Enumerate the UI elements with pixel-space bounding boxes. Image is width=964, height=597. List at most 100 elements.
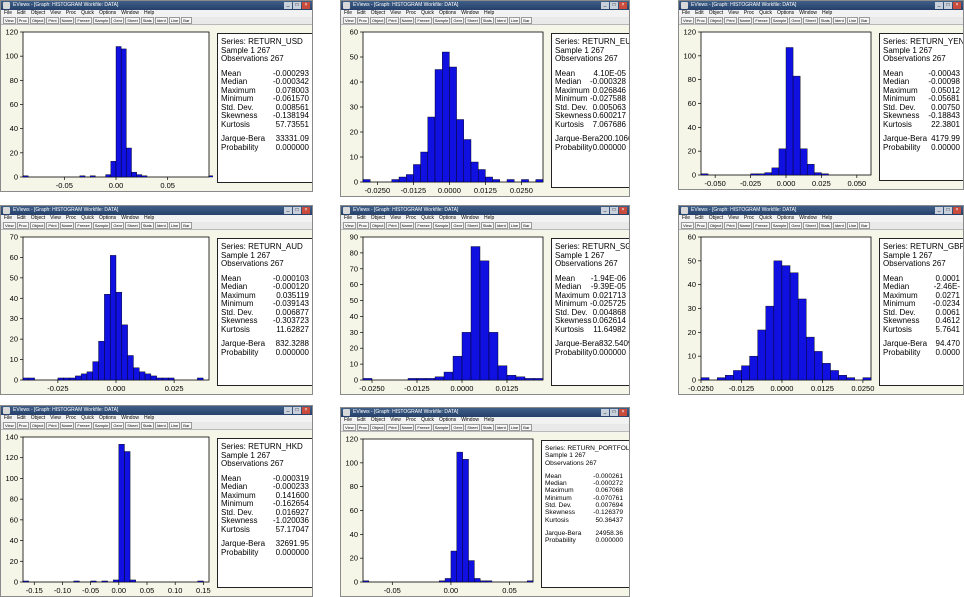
menu-item-window[interactable]: Window (799, 215, 817, 221)
toolbar-button-object[interactable]: Object (29, 422, 46, 429)
toolbar-button-object[interactable]: Object (707, 17, 724, 24)
menu-item-object[interactable]: Object (370, 215, 386, 221)
menu-item-help[interactable]: Help (483, 215, 495, 221)
maximize-button[interactable]: □ (293, 2, 301, 9)
toolbar-button-name[interactable]: Name (59, 422, 75, 429)
menu-item-window[interactable]: Window (121, 215, 139, 221)
menu-item-proc[interactable]: Proc (405, 215, 417, 221)
menu-item-window[interactable]: Window (461, 215, 479, 221)
toolbar-button-genr[interactable]: Genr (111, 422, 125, 429)
menu-item-proc[interactable]: Proc (65, 415, 77, 421)
toolbar-button-view[interactable]: View (3, 222, 16, 229)
toolbar-button-freeze[interactable]: Freeze (75, 422, 92, 429)
toolbar-button-object[interactable]: Object (707, 222, 724, 229)
menu-item-file[interactable]: File (682, 10, 691, 16)
menu-item-edit[interactable]: Edit (17, 10, 26, 16)
menu-item-quick[interactable]: Quick (759, 10, 772, 16)
menu-item-help[interactable]: Help (143, 415, 155, 421)
toolbar-button-bar[interactable]: Bar (521, 17, 532, 24)
minimize-button[interactable]: _ (284, 207, 292, 214)
menu-item-quick[interactable]: Quick (81, 415, 94, 421)
menu-item-options[interactable]: Options (98, 215, 117, 221)
menu-item-file[interactable]: File (4, 10, 13, 16)
toolbar-button-line[interactable]: Line (508, 424, 521, 431)
toolbar-button-name[interactable]: Name (737, 17, 753, 24)
toolbar-button-line[interactable]: Line (168, 17, 181, 24)
menu-item-file[interactable]: File (344, 10, 353, 16)
toolbar-button-print[interactable]: Print (724, 222, 737, 229)
toolbar-button-name[interactable]: Name (399, 222, 415, 229)
toolbar-button-sheet[interactable]: Sheet (803, 17, 818, 24)
toolbar-button-ident[interactable]: Ident (494, 424, 508, 431)
menu-item-proc[interactable]: Proc (65, 215, 77, 221)
menu-item-object[interactable]: Object (30, 215, 46, 221)
toolbar-button-print[interactable]: Print (46, 17, 59, 24)
maximize-button[interactable]: □ (610, 2, 618, 9)
menu-item-view[interactable]: View (50, 10, 61, 16)
toolbar-button-sample[interactable]: Sample (432, 17, 451, 24)
toolbar-button-print[interactable]: Print (386, 17, 399, 24)
toolbar-button-freeze[interactable]: Freeze (415, 222, 432, 229)
toolbar-button-line[interactable]: Line (846, 17, 859, 24)
toolbar-button-view[interactable]: View (343, 424, 356, 431)
close-button[interactable]: × (619, 2, 627, 9)
menu-item-proc[interactable]: Proc (743, 215, 755, 221)
menu-item-quick[interactable]: Quick (421, 10, 434, 16)
toolbar-button-bar[interactable]: Bar (521, 222, 532, 229)
toolbar-button-print[interactable]: Print (46, 222, 59, 229)
menu-item-edit[interactable]: Edit (695, 215, 704, 221)
toolbar-button-sample[interactable]: Sample (432, 424, 451, 431)
toolbar-button-sheet[interactable]: Sheet (465, 222, 480, 229)
toolbar-button-bar[interactable]: Bar (181, 422, 192, 429)
toolbar-button-stats[interactable]: Stats (480, 222, 494, 229)
toolbar-button-bar[interactable]: Bar (859, 222, 870, 229)
menu-item-file[interactable]: File (344, 215, 353, 221)
toolbar-button-freeze[interactable]: Freeze (753, 17, 770, 24)
menu-item-options[interactable]: Options (98, 415, 117, 421)
toolbar-button-sheet[interactable]: Sheet (125, 222, 140, 229)
menu-item-proc[interactable]: Proc (405, 417, 417, 423)
menu-item-edit[interactable]: Edit (17, 415, 26, 421)
toolbar-button-name[interactable]: Name (59, 222, 75, 229)
menu-item-edit[interactable]: Edit (357, 10, 366, 16)
toolbar-button-ident[interactable]: Ident (832, 17, 846, 24)
toolbar-button-print[interactable]: Print (724, 17, 737, 24)
menu-item-proc[interactable]: Proc (743, 10, 755, 16)
menu-item-file[interactable]: File (682, 215, 691, 221)
menu-item-options[interactable]: Options (776, 10, 795, 16)
toolbar-button-proc[interactable]: Proc (16, 17, 29, 24)
toolbar-button-genr[interactable]: Genr (789, 17, 803, 24)
close-button[interactable]: × (619, 207, 627, 214)
toolbar-button-stats[interactable]: Stats (480, 424, 494, 431)
menu-item-view[interactable]: View (728, 10, 739, 16)
toolbar-button-view[interactable]: View (681, 222, 694, 229)
minimize-button[interactable]: _ (284, 407, 292, 414)
toolbar-button-sample[interactable]: Sample (770, 222, 789, 229)
menu-item-window[interactable]: Window (461, 417, 479, 423)
toolbar-button-proc[interactable]: Proc (16, 222, 29, 229)
toolbar-button-line[interactable]: Line (508, 17, 521, 24)
toolbar-button-genr[interactable]: Genr (451, 424, 465, 431)
toolbar-button-sample[interactable]: Sample (92, 17, 111, 24)
toolbar-button-view[interactable]: View (3, 17, 16, 24)
toolbar-button-stats[interactable]: Stats (140, 17, 154, 24)
menu-item-edit[interactable]: Edit (17, 215, 26, 221)
toolbar-button-genr[interactable]: Genr (111, 222, 125, 229)
toolbar-button-proc[interactable]: Proc (694, 17, 707, 24)
toolbar-button-stats[interactable]: Stats (480, 17, 494, 24)
menu-item-help[interactable]: Help (821, 215, 833, 221)
toolbar-button-print[interactable]: Print (386, 222, 399, 229)
menu-item-quick[interactable]: Quick (81, 10, 94, 16)
menu-item-view[interactable]: View (50, 215, 61, 221)
menu-item-object[interactable]: Object (370, 417, 386, 423)
menu-item-help[interactable]: Help (483, 10, 495, 16)
toolbar-button-stats[interactable]: Stats (140, 222, 154, 229)
toolbar-button-freeze[interactable]: Freeze (753, 222, 770, 229)
toolbar-button-object[interactable]: Object (369, 222, 386, 229)
toolbar-button-genr[interactable]: Genr (451, 17, 465, 24)
menu-item-window[interactable]: Window (799, 10, 817, 16)
maximize-button[interactable]: □ (293, 207, 301, 214)
menu-item-proc[interactable]: Proc (65, 10, 77, 16)
toolbar-button-name[interactable]: Name (399, 424, 415, 431)
toolbar-button-print[interactable]: Print (46, 422, 59, 429)
